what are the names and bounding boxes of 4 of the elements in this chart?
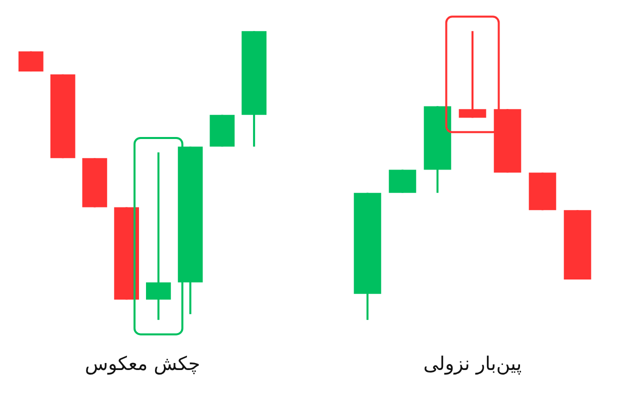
text: پین‌بار نزولی xyxy=(423,353,522,375)
text: چکش معکوس xyxy=(84,353,200,375)
candlestick xyxy=(146,151,171,321)
candlestick xyxy=(458,30,486,119)
